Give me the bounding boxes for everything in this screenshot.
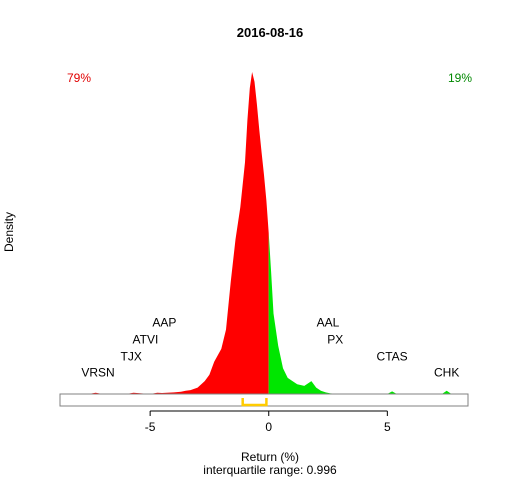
ticker-annotations: VRSN TJX ATVI AAP AAL PX CTAS CHK <box>81 316 459 380</box>
negative-percent-label: 79% <box>67 71 91 85</box>
annotation-aap: AAP <box>152 316 176 330</box>
x-axis-label: Return (%) <box>241 450 299 464</box>
annotation-px: PX <box>327 332 343 346</box>
positive-density-area <box>268 233 452 394</box>
x-axis: -5 0 5 <box>145 410 391 434</box>
x-tick-label: -5 <box>145 420 156 434</box>
iqr-bracket-line <box>241 398 268 407</box>
annotation-aal: AAL <box>317 316 340 330</box>
iqr-bracket <box>241 398 268 407</box>
x-tick-label: 5 <box>384 420 391 434</box>
positive-percent-label: 19% <box>448 71 472 85</box>
annotation-vrsn: VRSN <box>81 366 114 380</box>
x-tick-label: 0 <box>265 420 272 434</box>
annotation-chk: CHK <box>434 366 459 380</box>
y-axis-label: Density <box>2 212 16 252</box>
chart-subtitle: interquartile range: 0.996 <box>203 463 337 477</box>
annotation-tjx: TJX <box>121 350 142 364</box>
negative-density-area <box>88 72 269 394</box>
annotation-ctas: CTAS <box>377 350 408 364</box>
annotation-atvi: ATVI <box>133 332 159 346</box>
density-areas <box>88 72 452 394</box>
chart-title: 2016-08-16 <box>237 25 304 40</box>
